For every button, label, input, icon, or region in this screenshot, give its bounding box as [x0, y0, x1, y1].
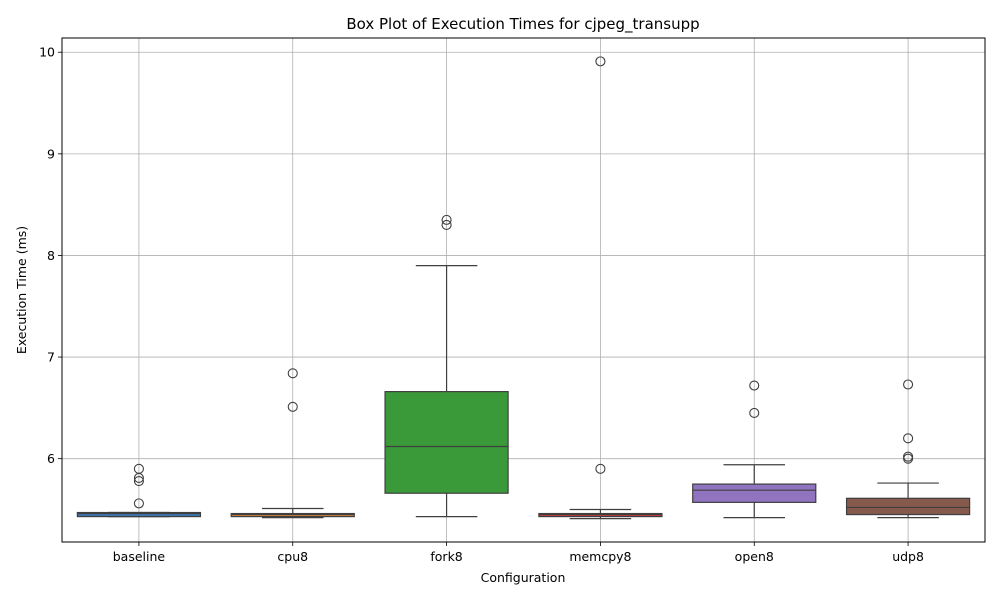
outlier-point	[749, 380, 760, 391]
outlier-point	[441, 219, 452, 231]
outlier-point	[903, 433, 914, 444]
box-iqr	[76, 511, 202, 518]
outlier-point	[287, 401, 298, 412]
x-tick-label: memcpy8	[569, 549, 631, 564]
box-group-open8	[692, 380, 817, 519]
outlier-point	[287, 368, 298, 379]
x-tick-label: udp8	[892, 549, 924, 564]
box-group-udp8	[845, 379, 971, 519]
chart-title: Box Plot of Execution Times for cjpeg_tr…	[346, 15, 699, 34]
x-tick-label: open8	[735, 549, 774, 564]
y-tick-label: 7	[47, 350, 55, 365]
outlier-point	[133, 475, 144, 487]
box-group-baseline	[76, 463, 202, 518]
outlier-point	[903, 379, 914, 390]
boxes-layer	[76, 56, 971, 520]
axis-layer: 6 7 8 9 10 baseline cpu8 fork8 memcpy8 open8 udp8	[39, 45, 924, 564]
x-tick-label: cpu8	[277, 549, 308, 564]
outlier-point	[595, 463, 606, 474]
outlier-point	[441, 214, 452, 225]
y-axis-label: Execution Time (ms)	[14, 226, 29, 354]
x-axis-label: Configuration	[481, 570, 566, 585]
y-tick-label: 8	[47, 248, 55, 263]
x-tick-label: baseline	[113, 549, 166, 564]
outlier-point	[595, 56, 606, 67]
box-group-cpu8	[230, 368, 355, 519]
box-iqr	[845, 497, 971, 516]
box-iqr	[692, 483, 817, 503]
outlier-point	[749, 407, 760, 419]
y-tick-label: 6	[47, 451, 55, 466]
y-tick-label: 10	[39, 45, 55, 60]
outlier-point	[903, 453, 914, 464]
box-group-fork8	[384, 214, 509, 518]
outlier-point	[133, 498, 144, 509]
box-group-memcpy8	[538, 56, 663, 520]
grid-layer	[62, 38, 985, 542]
box-iqr	[384, 391, 509, 494]
y-tick-label: 9	[47, 146, 55, 161]
plot-area-frame	[61, 37, 986, 543]
x-tick-label: fork8	[430, 549, 462, 564]
outlier-point	[133, 472, 144, 484]
